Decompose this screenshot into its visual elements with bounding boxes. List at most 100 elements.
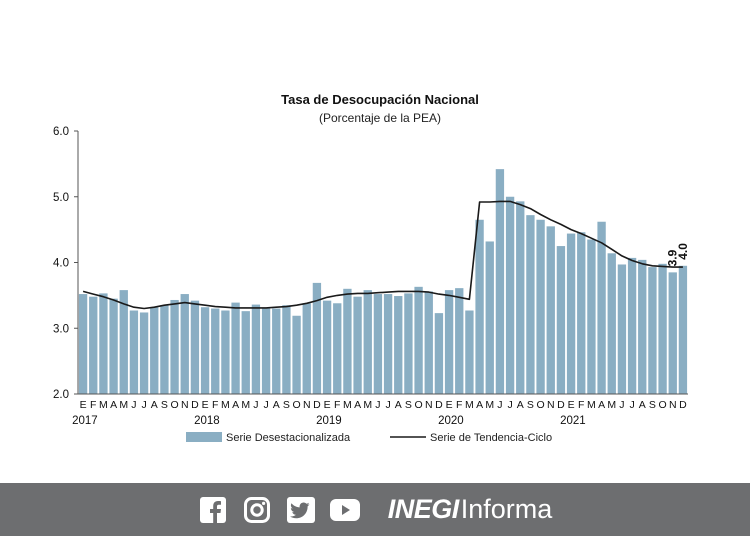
month-tick-label: E xyxy=(446,399,453,411)
bar xyxy=(322,300,332,394)
month-tick-label: A xyxy=(110,399,117,411)
month-tick-label: E xyxy=(324,399,331,411)
bar xyxy=(251,304,261,394)
bar xyxy=(282,305,291,394)
bar xyxy=(302,303,311,394)
value-annotation: 3.9 xyxy=(666,249,680,266)
bar-series xyxy=(78,169,688,394)
year-tick-label: 2019 xyxy=(316,415,342,427)
bar xyxy=(638,259,647,394)
month-tick-label: O xyxy=(536,399,544,411)
month-tick-label: J xyxy=(131,399,136,411)
bar xyxy=(353,296,362,394)
month-tick-label: S xyxy=(405,399,412,411)
month-tick-label: J xyxy=(253,399,258,411)
month-tick-label: N xyxy=(303,399,311,411)
month-tick-label: N xyxy=(669,399,677,411)
bar xyxy=(495,169,505,394)
trend-line xyxy=(82,200,683,310)
bar xyxy=(617,264,627,394)
bar xyxy=(678,265,688,394)
month-tick-label: M xyxy=(99,399,108,411)
month-tick-label: M xyxy=(119,399,128,411)
month-tick-label: A xyxy=(598,399,605,411)
month-tick-label: D xyxy=(557,399,565,411)
bar xyxy=(150,307,159,394)
month-tick-label: E xyxy=(80,399,87,411)
bar xyxy=(465,310,474,394)
trend-line-series xyxy=(82,200,683,310)
month-tick-label: J xyxy=(385,399,390,411)
bar xyxy=(129,310,139,394)
bar xyxy=(455,288,464,394)
twitter-icon[interactable] xyxy=(286,495,316,525)
month-tick-label: M xyxy=(485,399,494,411)
month-tick-label: M xyxy=(607,399,616,411)
footer-bar: INEGI Informa xyxy=(0,483,750,536)
month-tick-label: N xyxy=(425,399,433,411)
bar xyxy=(485,241,494,394)
legend-bar-swatch xyxy=(186,432,222,442)
bar xyxy=(180,294,189,394)
legend-line-label: Serie de Tendencia-Ciclo xyxy=(430,432,552,444)
month-tick-label: J xyxy=(263,399,268,411)
month-tick-label: M xyxy=(343,399,352,411)
month-tick-label: A xyxy=(639,399,646,411)
bar xyxy=(99,293,108,394)
month-tick-label: A xyxy=(395,399,402,411)
bar xyxy=(221,310,230,394)
bar xyxy=(556,246,566,394)
bar xyxy=(190,300,200,394)
month-tick-label: D xyxy=(191,399,199,411)
bar xyxy=(292,315,301,394)
year-tick-label: 2017 xyxy=(72,415,98,427)
bar xyxy=(333,303,342,394)
facebook-icon[interactable] xyxy=(198,495,228,525)
year-tick-label: 2021 xyxy=(560,415,586,427)
month-tick-label: A xyxy=(354,399,361,411)
y-tick-label: 2.0 xyxy=(53,389,69,401)
bar xyxy=(383,294,393,394)
month-tick-label: J xyxy=(507,399,512,411)
month-tick-label: A xyxy=(273,399,280,411)
month-tick-label: O xyxy=(292,399,300,411)
bar xyxy=(363,290,372,394)
value-annotation: 4.0 xyxy=(676,243,690,260)
month-tick-label: S xyxy=(649,399,656,411)
month-tick-label: S xyxy=(527,399,534,411)
chart-subtitle: (Porcentaje de la PEA) xyxy=(319,111,441,125)
bar xyxy=(231,302,240,394)
bar xyxy=(261,308,271,394)
month-tick-label: O xyxy=(414,399,422,411)
month-tick-label: N xyxy=(547,399,555,411)
bar xyxy=(78,294,88,394)
bar xyxy=(272,308,281,394)
bar xyxy=(394,296,403,394)
bar xyxy=(546,226,555,394)
bar xyxy=(109,298,118,394)
instagram-icon[interactable] xyxy=(242,495,272,525)
legend: Serie Desestacionalizada Serie de Tenden… xyxy=(186,432,552,444)
bar xyxy=(505,196,515,394)
month-tick-label: S xyxy=(161,399,168,411)
y-tick-label: 4.0 xyxy=(53,258,69,270)
month-tick-label: F xyxy=(212,399,218,411)
bar xyxy=(475,219,484,394)
month-tick-label: M xyxy=(241,399,250,411)
month-tick-label: M xyxy=(465,399,474,411)
bar xyxy=(89,296,98,394)
annotations: 3.94.0 xyxy=(666,243,690,267)
youtube-icon[interactable] xyxy=(329,495,360,525)
month-tick-label: J xyxy=(141,399,146,411)
bar xyxy=(139,312,149,394)
month-tick-label: E xyxy=(202,399,209,411)
bar xyxy=(607,253,616,394)
month-tick-label: O xyxy=(170,399,178,411)
bar xyxy=(414,286,423,394)
month-tick-label: N xyxy=(181,399,189,411)
brand-inegi: INEGI xyxy=(387,494,460,524)
bar xyxy=(343,288,352,394)
bar xyxy=(577,232,586,394)
month-tick-label: J xyxy=(375,399,380,411)
